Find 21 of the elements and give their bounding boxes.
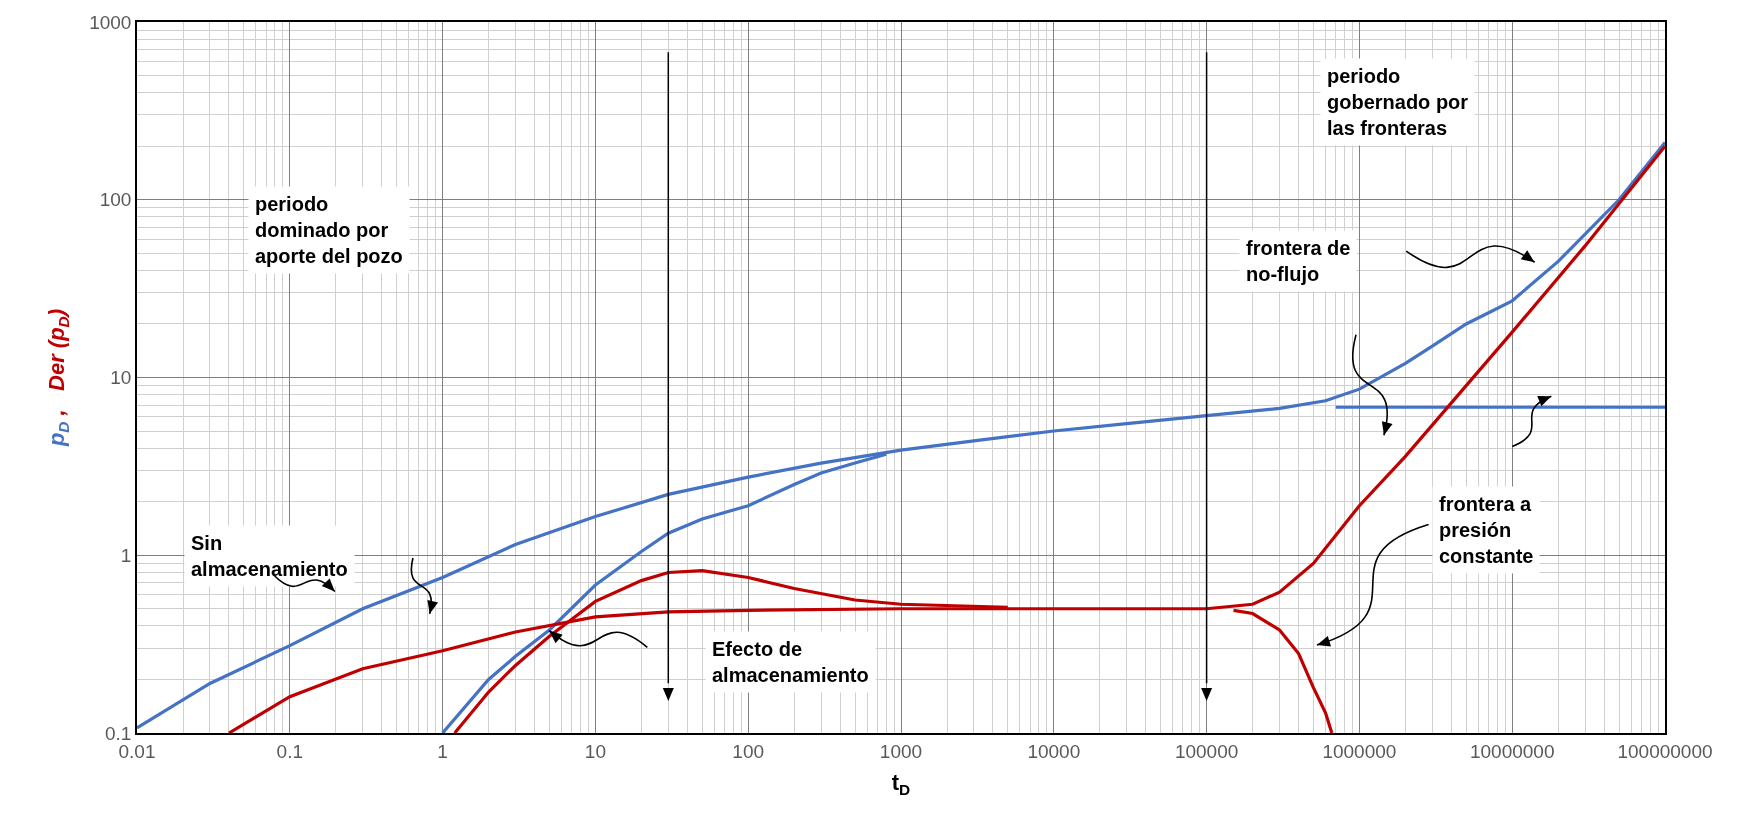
y-tick-label: 1000 (89, 11, 132, 33)
x-tick-label: 0.1 (276, 740, 304, 762)
annotation: periodo dominado por aporte del pozo (255, 193, 403, 267)
x-tick-label: 10000000 (1469, 740, 1555, 762)
annotation: Efecto de almacenamiento (712, 638, 869, 686)
x-tick-label: 100000 (1174, 740, 1239, 762)
x-axis-title: t$_{D}$ (891, 769, 911, 798)
annotation: Sin almacenamiento (191, 532, 348, 580)
x-tick-label: 1000 (879, 740, 923, 762)
y-tick-label: 10 (110, 367, 132, 389)
y-tick-label: 100 (99, 189, 132, 211)
x-tick-label: 10 (584, 740, 606, 762)
annotation: periodo gobernado por las fronteras (1327, 65, 1469, 139)
annotation: frontera a presión constante (1439, 493, 1534, 567)
annotation: frontera de no-flujo (1246, 237, 1351, 285)
x-tick-label: 100 (732, 740, 765, 762)
y-tick-label: 1 (120, 544, 132, 566)
x-tick-label: 1000000 (1322, 740, 1397, 762)
x-tick-label: 1 (437, 740, 448, 762)
x-tick-label: 100000000 (1617, 740, 1713, 762)
x-tick-label: 10000 (1027, 740, 1081, 762)
